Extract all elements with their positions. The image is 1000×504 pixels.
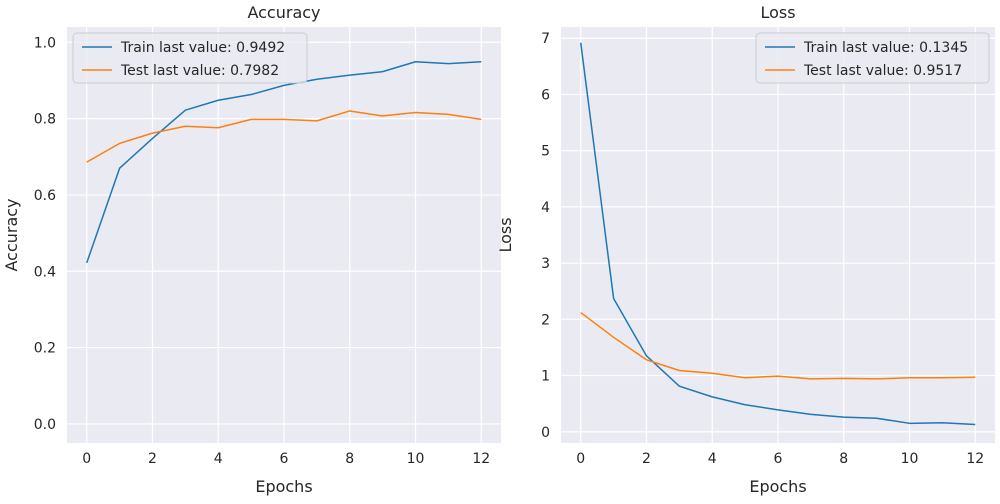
- x-tick-label: 2: [148, 451, 157, 467]
- legend-label-train: Train last value: 0.1345: [803, 40, 968, 56]
- y-tick-label: 0.2: [34, 341, 56, 357]
- x-tick-label: 0: [576, 451, 585, 467]
- chart-panel-accuracy: 0 2 4 6 8 10 12 0.0 0.2 0.4 0.6 0.8 1.0 Accuracy Epoch…: [2, 3, 501, 496]
- y-tick-label: 2: [541, 312, 550, 328]
- x-tick-label: 6: [280, 451, 289, 467]
- legend-box: [755, 32, 990, 84]
- y-tick-label: 7: [541, 31, 550, 47]
- chart-title: Accuracy: [247, 3, 320, 22]
- x-tick-label: 6: [774, 451, 783, 467]
- x-tick-label: 10: [901, 451, 919, 467]
- legend-label-test: Test last value: 0.9517: [803, 63, 962, 79]
- y-tick-label: 6: [541, 87, 550, 103]
- y-tick-label: 1: [541, 369, 550, 385]
- y-tick-label: 0: [541, 425, 550, 441]
- x-tick-label: 4: [708, 451, 717, 467]
- y-tick-label: 1.0: [34, 35, 56, 51]
- y-axis-label: Loss: [496, 217, 515, 252]
- chart-title: Loss: [760, 3, 795, 22]
- y-axis-label: Accuracy: [2, 198, 21, 271]
- series-line-test: [580, 311, 976, 380]
- y-tick-label: 0.6: [34, 188, 56, 204]
- series-line-train: [579, 42, 976, 426]
- x-axis-label: Epochs: [749, 477, 806, 496]
- y-tick-label: 0.4: [34, 264, 56, 280]
- y-tick-label: 0.8: [34, 112, 56, 128]
- legend: Train last value: 0.9492 Test last value:…: [72, 32, 308, 84]
- x-axis-label: Epochs: [255, 477, 312, 496]
- x-tick-label: 0: [82, 451, 91, 467]
- legend-label-train: Train last value: 0.9492: [120, 40, 285, 56]
- x-tick-label: 12: [472, 451, 490, 467]
- y-tick-label: 0.0: [34, 417, 56, 433]
- y-tick-label: 4: [541, 200, 550, 216]
- series-line-test: [86, 110, 482, 163]
- x-tick-label: 10: [407, 451, 425, 467]
- legend-label-test: Test last value: 0.7982: [120, 63, 279, 79]
- x-tick-label: 8: [345, 451, 354, 467]
- x-tick-label: 2: [642, 451, 651, 467]
- y-tick-label: 3: [541, 256, 550, 272]
- y-tick-label: 5: [541, 144, 550, 160]
- legend: Train last value: 0.1345 Test last value:…: [755, 32, 990, 84]
- x-tick-label: 12: [966, 451, 984, 467]
- series-line-train: [86, 60, 482, 264]
- legend-box: [72, 32, 308, 84]
- x-tick-label: 8: [839, 451, 848, 467]
- x-tick-label: 4: [214, 451, 223, 467]
